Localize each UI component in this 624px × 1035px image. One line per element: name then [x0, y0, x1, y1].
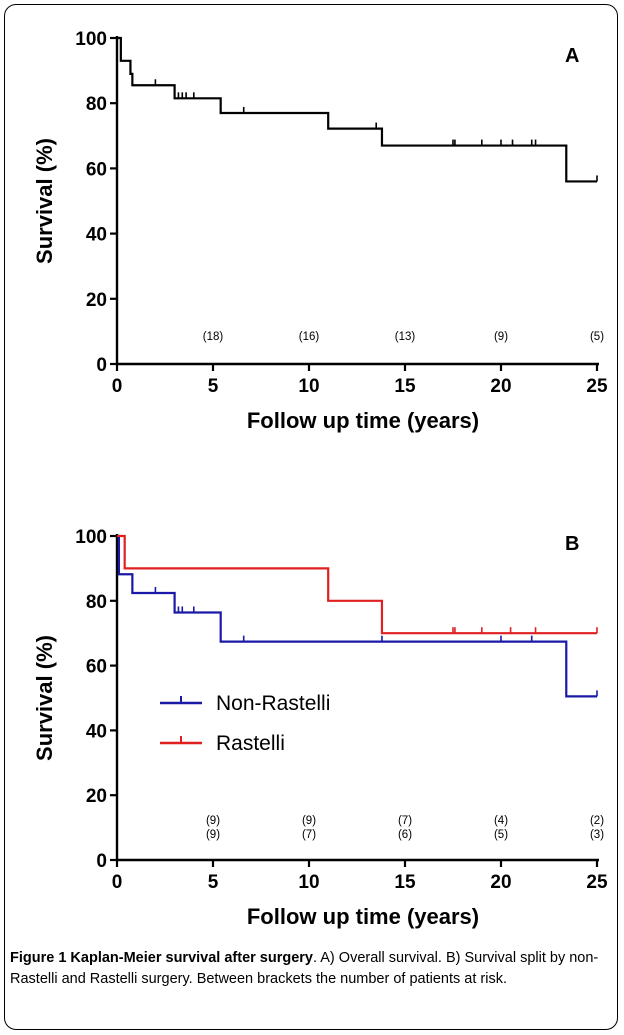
- y-tick-label: 20: [86, 290, 107, 311]
- panel-label: B: [565, 533, 579, 555]
- at-risk-label: (4): [494, 815, 508, 827]
- caption-title: Figure 1 Kaplan-Meier survival after sur…: [10, 950, 313, 966]
- x-axis-title: Follow up time (years): [247, 904, 479, 929]
- x-tick-label: 5: [208, 872, 219, 893]
- y-axis-title: Survival (%): [32, 635, 57, 761]
- at-risk-label: (3): [590, 829, 604, 841]
- legend-label: Rastelli: [216, 732, 285, 755]
- series-line-1: [117, 534, 597, 698]
- x-tick-label: 15: [394, 376, 416, 397]
- series-line-2: [117, 534, 597, 635]
- at-risk-label: (13): [395, 331, 416, 343]
- at-risk-label: (5): [590, 331, 604, 343]
- x-tick-label: 10: [298, 376, 319, 397]
- at-risk-label: (9): [302, 815, 316, 827]
- figure-frame: [4, 4, 618, 1030]
- x-axis-title: Follow up time (years): [247, 408, 479, 433]
- legend-label: Non-Rastelli: [216, 692, 330, 715]
- x-tick-label: 0: [112, 376, 123, 397]
- y-tick-label: 100: [75, 29, 107, 50]
- x-tick-label: 15: [394, 872, 416, 893]
- x-tick-label: 5: [208, 376, 219, 397]
- y-tick-label: 40: [86, 225, 107, 246]
- at-risk-label: (5): [494, 829, 508, 841]
- chart-panel-a: 0 20 40 60 80 100 0 5 10 15 20 25 Follow up time (ye…: [32, 29, 608, 433]
- x-tick-label: 10: [298, 872, 319, 893]
- y-tick-label: 0: [96, 851, 107, 872]
- x-tick-label: 0: [112, 872, 123, 893]
- chart-panel-b: 0 20 40 60 80 100 0 5 10 15 20 25 Follow up time (ye…: [32, 527, 608, 929]
- y-tick-label: 60: [86, 657, 107, 678]
- figure-caption: Figure 1 Kaplan-Meier survival after sur…: [10, 948, 612, 990]
- x-tick-label: 20: [490, 376, 511, 397]
- at-risk-label: (9): [494, 331, 508, 343]
- y-axis-title: Survival (%): [32, 138, 57, 264]
- y-tick-label: 80: [86, 94, 107, 115]
- series-line-1: [117, 36, 597, 183]
- y-tick-label: 40: [86, 721, 107, 742]
- y-tick-label: 100: [75, 527, 107, 548]
- y-tick-label: 0: [96, 355, 107, 376]
- at-risk-label: (7): [302, 829, 316, 841]
- at-risk-label: (9): [206, 815, 220, 827]
- caption-text: . A) Overall survival. B) Survival split…: [10, 950, 599, 987]
- at-risk-label: (7): [398, 815, 412, 827]
- panel-label: A: [565, 45, 579, 67]
- at-risk-label: (2): [590, 815, 604, 827]
- y-tick-label: 60: [86, 159, 107, 180]
- y-tick-label: 20: [86, 786, 107, 807]
- at-risk-label: (9): [206, 829, 220, 841]
- x-tick-label: 25: [586, 376, 608, 397]
- at-risk-label: (16): [299, 331, 320, 343]
- at-risk-label: (6): [398, 829, 412, 841]
- x-tick-label: 25: [586, 872, 608, 893]
- at-risk-label: (18): [203, 331, 224, 343]
- x-tick-label: 20: [490, 872, 511, 893]
- y-tick-label: 80: [86, 592, 107, 613]
